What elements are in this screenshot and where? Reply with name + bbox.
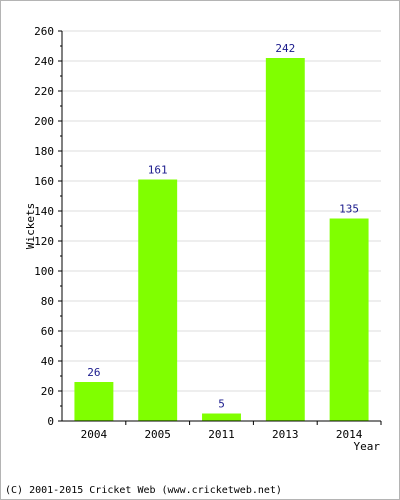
x-tick-label-2014: 2014 (336, 428, 363, 441)
x-axis-label: Year (354, 440, 381, 453)
bar-2011 (202, 413, 241, 421)
bar-chart: 26 161 5 242 135 0 20 40 60 80 100 120 140 160 180 200… (24, 25, 382, 453)
y-tick-label: 140 (34, 205, 54, 218)
x-tick-label-2005: 2005 (144, 428, 171, 441)
grid-layer (62, 30, 381, 392)
y-tick-label: 160 (34, 175, 54, 188)
y-tick-label: 40 (41, 355, 54, 368)
y-tick-label: 180 (34, 145, 54, 158)
y-tick-label: 120 (34, 235, 54, 248)
data-label-2011: 5 (218, 398, 225, 411)
y-tick-label: 20 (41, 385, 54, 398)
y-axis-label: Wickets (24, 203, 37, 249)
y-tick-label: 80 (41, 295, 54, 308)
bars-layer: 26 161 5 242 135 (74, 42, 369, 421)
y-tick-label: 0 (47, 415, 54, 428)
y-tick-label: 200 (34, 115, 54, 128)
y-tick-label: 240 (34, 55, 54, 68)
data-label-2005: 161 (148, 164, 168, 177)
bar-2005 (138, 179, 178, 421)
y-tick-label: 60 (41, 325, 54, 338)
y-tick-label: 100 (34, 265, 54, 278)
x-tick-label-2013: 2013 (272, 428, 299, 441)
bar-2004 (74, 382, 114, 421)
x-tick-label-2004: 2004 (81, 428, 108, 441)
data-label-2004: 26 (87, 366, 100, 379)
bar-2014 (329, 218, 369, 421)
copyright-footer: (C) 2001-2015 Cricket Web (www.cricketwe… (5, 485, 282, 496)
data-label-2013: 242 (275, 42, 295, 55)
data-label-2014: 135 (339, 203, 359, 216)
y-tick-label: 220 (34, 85, 54, 98)
bar-2013 (265, 58, 305, 421)
y-tick-label: 260 (34, 25, 54, 38)
x-tick-label-2011: 2011 (208, 428, 235, 441)
axis-layer: 0 20 40 60 80 100 120 140 160 180 200 220 240 260 2004… (34, 25, 382, 441)
